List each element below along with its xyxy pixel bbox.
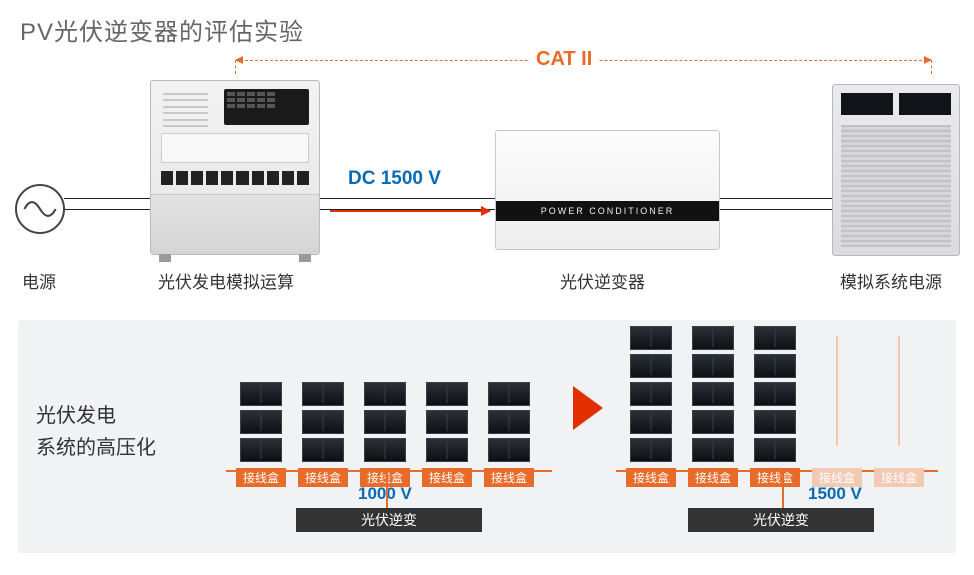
system-power-equipment	[832, 84, 960, 256]
pv-panel	[630, 326, 672, 350]
pv-simulator-equipment	[150, 80, 320, 255]
junction-box: 接线盒	[688, 468, 738, 487]
pv-column-tall: 接线盒	[750, 326, 800, 487]
cat-ii-label: CAT II	[530, 48, 598, 71]
wire-cond-to-sys	[720, 198, 832, 210]
pv-panel	[488, 410, 530, 434]
left-drop	[386, 470, 388, 510]
pv-panel	[240, 382, 282, 406]
pv-panel	[692, 438, 734, 462]
pv-panel	[426, 438, 468, 462]
wire-sim-to-cond	[320, 198, 495, 210]
pv-panel	[302, 410, 344, 434]
wire-ac-to-sim	[64, 198, 150, 210]
pv-panel	[630, 438, 672, 462]
lower-panel: 光伏发电系统的高压化 接线盒接线盒接线盒接线盒接线盒 1000 V 光伏逆变 接…	[18, 320, 956, 553]
pv-column: 接线盒	[422, 382, 472, 487]
ac-source-symbol	[15, 184, 65, 234]
pv-column: 接线盒	[298, 382, 348, 487]
right-voltage: 1500 V	[808, 484, 862, 504]
pv-panel	[754, 438, 796, 462]
page-title: PV光伏逆变器的评估实验	[20, 12, 304, 47]
junction-box: 接线盒	[422, 468, 472, 487]
pv-panel	[426, 410, 468, 434]
pv-panel	[692, 410, 734, 434]
pv-panel	[692, 326, 734, 350]
junction-box: 接线盒	[626, 468, 676, 487]
pv-panel	[630, 354, 672, 378]
pv-panel	[364, 410, 406, 434]
pv-panel	[364, 382, 406, 406]
pv-column: 接线盒	[236, 382, 286, 487]
pv-column-tall: 接线盒	[626, 326, 676, 487]
label-sys-power: 模拟系统电源	[840, 268, 942, 293]
power-conditioner-equipment: POWER CONDITIONER	[495, 130, 720, 250]
pv-panel	[754, 410, 796, 434]
junction-box-ghost: 接线盒	[874, 468, 924, 487]
junction-box: 接线盒	[750, 468, 800, 487]
left-voltage: 1000 V	[358, 484, 412, 504]
right-pv-group: 接线盒接线盒接线盒接线盒接线盒	[626, 326, 924, 487]
pv-panel	[488, 438, 530, 462]
dc-arrow	[330, 210, 490, 212]
pv-column: 接线盒	[484, 382, 534, 487]
pv-panel	[488, 382, 530, 406]
ghost-tick	[836, 336, 838, 446]
label-pv-sim: 光伏发电模拟运算	[158, 268, 294, 293]
right-inverter-bar: 光伏逆变	[688, 508, 874, 532]
dc-voltage-label: DC 1500 V	[348, 168, 441, 190]
conditioner-band-text: POWER CONDITIONER	[541, 206, 675, 216]
pv-panel	[364, 438, 406, 462]
pv-column-tall: 接线盒	[688, 326, 738, 487]
label-ac-source: 电源	[22, 268, 56, 293]
left-pv-group: 接线盒接线盒接线盒接线盒接线盒	[236, 382, 534, 487]
pv-panel	[302, 382, 344, 406]
pv-panel	[692, 382, 734, 406]
pv-panel	[630, 382, 672, 406]
pv-panel	[754, 326, 796, 350]
pv-panel	[240, 410, 282, 434]
transition-arrow-icon	[573, 386, 603, 430]
pv-panel	[426, 382, 468, 406]
junction-box: 接线盒	[298, 468, 348, 487]
label-inverter: 光伏逆变器	[560, 268, 645, 293]
pv-panel	[630, 410, 672, 434]
pv-panel	[754, 382, 796, 406]
pv-panel	[754, 354, 796, 378]
right-drop	[782, 470, 784, 510]
pv-column-ghost: 接线盒	[812, 336, 862, 487]
pv-panel	[692, 354, 734, 378]
lower-heading: 光伏发电系统的高压化	[36, 400, 156, 464]
pv-panel	[302, 438, 344, 462]
junction-box: 接线盒	[236, 468, 286, 487]
pv-column-ghost: 接线盒	[874, 336, 924, 487]
pv-column: 接线盒	[360, 382, 410, 487]
junction-box: 接线盒	[484, 468, 534, 487]
diagram-canvas: PV光伏逆变器的评估实验 CAT II POWER CONDITIONER DC…	[0, 0, 974, 575]
ghost-tick	[898, 336, 900, 446]
pv-panel	[240, 438, 282, 462]
left-inverter-bar: 光伏逆变	[296, 508, 482, 532]
